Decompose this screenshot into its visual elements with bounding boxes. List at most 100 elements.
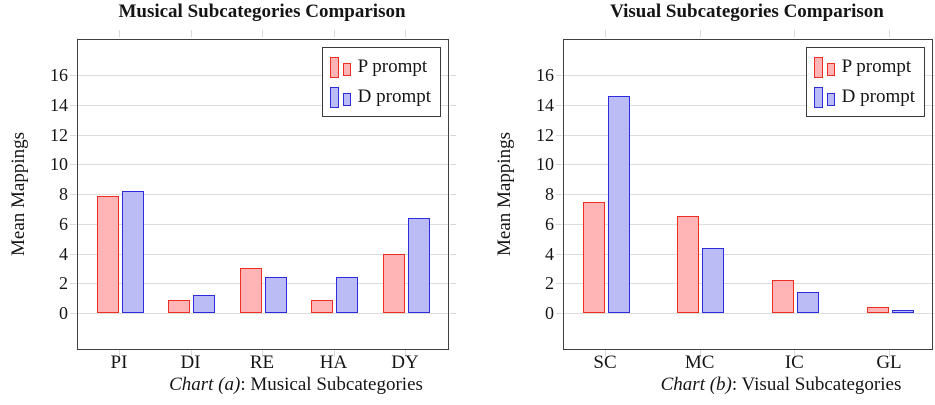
y-tick-mark <box>450 164 456 166</box>
y-tick-mark <box>556 313 562 315</box>
bar-P-GL <box>866 307 889 314</box>
y-tick-mark <box>70 313 76 315</box>
x-tick-label-HA: HA <box>319 352 348 373</box>
x-tick-mark <box>333 30 335 37</box>
x-tick-label-PI: PI <box>110 352 128 373</box>
y-tick-mark <box>450 75 456 77</box>
x-tick-mark <box>333 350 335 357</box>
bar-D-DY <box>407 217 430 314</box>
plot-area: P prompt D prompt 0 2 4 6 8 10 12 14 16 <box>50 39 456 350</box>
y-tick-label-14: 14 <box>50 94 68 115</box>
y-tick-mark <box>556 104 562 106</box>
y-tick-mark <box>70 75 76 77</box>
x-tick-mark <box>262 350 263 357</box>
x-tick-mark <box>605 30 606 37</box>
legend-row: P prompt <box>813 52 915 82</box>
y-tick-mark <box>70 134 76 136</box>
bar-D-PI <box>121 191 144 314</box>
chart-title: Visual Subcategories Comparison <box>610 1 884 22</box>
x-tick-mark <box>190 350 192 357</box>
x-tick-label-SC: SC <box>593 352 617 373</box>
x-tick-label-DY: DY <box>391 352 419 373</box>
x-tick-label-IC: IC <box>784 352 804 373</box>
bar-D-SC <box>607 96 630 314</box>
x-tick-mark <box>119 30 120 37</box>
y-tick-label-16: 16 <box>536 65 554 86</box>
y-tick-mark <box>450 134 456 136</box>
y-tick-mark <box>70 164 76 166</box>
x-tick-mark <box>405 350 406 357</box>
legend: P prompt D prompt <box>321 47 441 117</box>
gridline-8 <box>564 194 932 196</box>
x-tick-label-MC: MC <box>684 352 715 373</box>
x-tick-mark <box>262 30 263 37</box>
y-tick-mark <box>450 313 456 315</box>
legend-row: D prompt <box>813 82 915 112</box>
x-tick-label-DI: DI <box>180 352 201 373</box>
caption-text: : Visual Subcategories <box>731 374 902 395</box>
bar-P-HA <box>311 299 333 314</box>
y-tick-label-12: 12 <box>50 124 68 145</box>
gridline-2 <box>78 283 448 285</box>
bar-D-DI <box>193 295 215 314</box>
y-tick-label-2: 2 <box>59 273 68 294</box>
legend-row: D prompt <box>329 82 431 112</box>
plot-area: P prompt D prompt 0 2 4 6 8 10 12 14 16 <box>536 39 935 350</box>
y-tick-mark <box>450 104 456 106</box>
y-tick-label-4: 4 <box>59 243 68 264</box>
bar-P-IC <box>771 280 794 314</box>
x-tick-mark <box>889 30 890 37</box>
chart-panel-b: Visual Subcategories Comparison Mean Map… <box>467 0 935 405</box>
y-tick-mark <box>556 134 562 136</box>
x-tick-mark <box>699 30 701 37</box>
x-tick-mark <box>794 350 796 357</box>
legend-row: P prompt <box>329 52 431 82</box>
gridline-0 <box>78 313 448 315</box>
y-tick-label-4: 4 <box>545 243 554 264</box>
gridline-14 <box>564 104 932 106</box>
caption-chart-id: Chart (a) <box>169 374 241 395</box>
legend-bar-swatch-icon <box>813 55 838 79</box>
x-tick-mark <box>405 30 406 37</box>
gridline-10 <box>78 164 448 166</box>
y-tick-mark <box>70 253 76 255</box>
x-tick-mark <box>699 350 701 357</box>
chart-title: Musical Subcategories Comparison <box>118 1 406 22</box>
bar-D-GL <box>891 310 914 314</box>
x-tick-mark <box>794 30 796 37</box>
legend: P prompt D prompt <box>805 47 925 117</box>
y-tick-label-2: 2 <box>545 273 554 294</box>
gridline-14 <box>78 104 448 106</box>
caption-chart-id: Chart (b) <box>660 374 732 395</box>
y-tick-mark <box>556 253 562 255</box>
y-tick-label-8: 8 <box>545 184 554 205</box>
gridline-2 <box>564 283 932 285</box>
bar-P-RE <box>239 268 262 314</box>
gridline-12 <box>564 134 932 136</box>
legend-label: D prompt <box>841 86 915 107</box>
gridline-16 <box>78 75 448 77</box>
legend-bar-swatch-icon <box>329 55 354 79</box>
y-tick-mark <box>70 283 76 285</box>
legend-label: P prompt <box>841 56 912 77</box>
y-tick-mark <box>450 253 456 255</box>
y-tick-mark <box>450 223 456 225</box>
y-tick-label-6: 6 <box>545 213 554 234</box>
y-tick-mark <box>70 223 76 225</box>
y-tick-mark <box>450 283 456 285</box>
y-tick-mark <box>556 283 562 285</box>
y-tick-mark <box>556 164 562 166</box>
y-tick-label-10: 10 <box>50 154 68 175</box>
y-tick-label-10: 10 <box>536 154 554 175</box>
y-tick-label-12: 12 <box>536 124 554 145</box>
gridline-16 <box>564 75 932 77</box>
bar-P-PI <box>96 195 119 314</box>
legend-label: P prompt <box>357 56 428 77</box>
x-tick-mark <box>889 350 890 357</box>
legend-label: D prompt <box>357 86 431 107</box>
y-tick-mark <box>556 194 562 196</box>
x-tick-mark <box>190 30 192 37</box>
y-tick-label-0: 0 <box>59 303 68 324</box>
legend-bar-swatch-icon <box>329 85 354 109</box>
y-tick-label-6: 6 <box>59 213 68 234</box>
